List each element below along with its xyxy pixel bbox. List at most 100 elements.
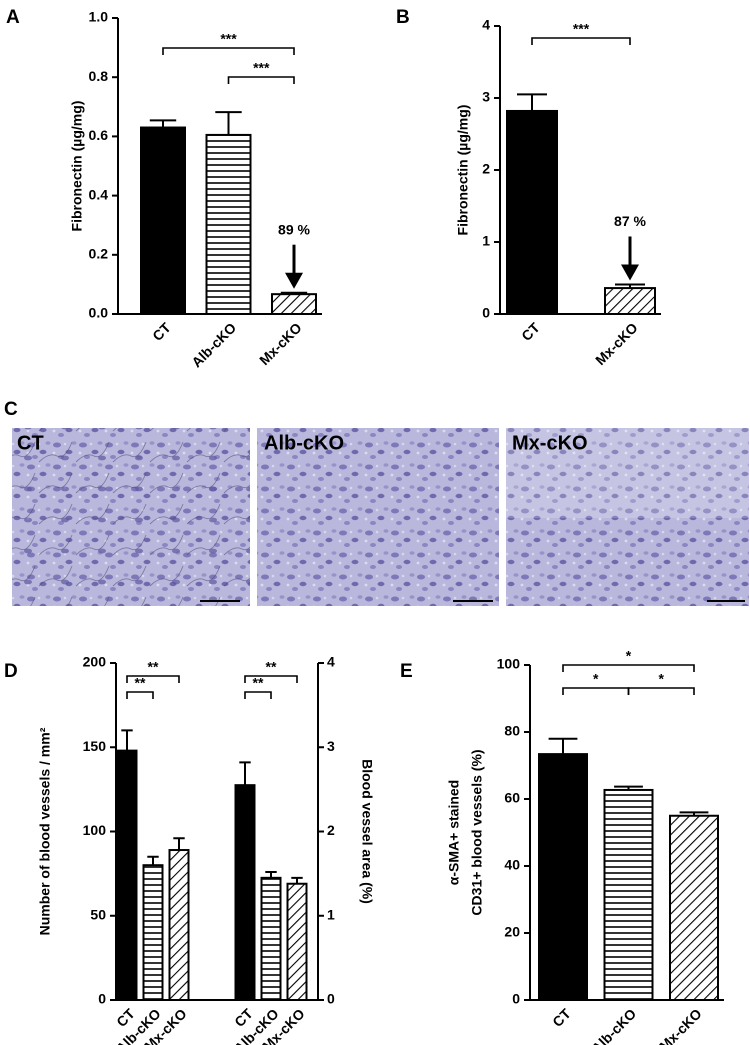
x-tick-label: Alb-cKO	[188, 319, 239, 370]
x-tick-label: Alb-cKO	[588, 1005, 639, 1045]
panel-label: C	[4, 399, 18, 420]
panel-label: D	[4, 661, 18, 682]
y-tick-label: 200	[83, 654, 107, 670]
micrograph-texture	[506, 428, 749, 518]
y-tick-label: 1	[482, 233, 490, 249]
x-tick-label: CT	[549, 1005, 574, 1030]
bar	[168, 849, 190, 1001]
significance-bracket	[244, 691, 272, 699]
y-tick-label: 0.6	[89, 127, 109, 143]
y-axis-label: α-SMA+ stained	[446, 780, 462, 885]
y-tick-label: 80	[504, 723, 520, 739]
y-axis-label: Number of blood vessels / mm²	[37, 727, 53, 935]
significance-label: **	[148, 659, 159, 675]
bar	[142, 864, 164, 1002]
y-tick-label: 0	[512, 991, 520, 1007]
error-bar	[265, 870, 277, 878]
arrow-head	[621, 264, 639, 281]
y-tick-label: 100	[497, 656, 521, 672]
significance-label: *	[659, 671, 665, 687]
y-tick-label: 50	[90, 906, 106, 922]
significance-bracket	[244, 675, 298, 683]
bar	[603, 788, 654, 1002]
y-tick-label: 1.0	[89, 9, 109, 25]
micrograph-label: Alb-cKO	[264, 432, 344, 454]
x-tick-label: CT	[518, 319, 543, 344]
error-bar	[149, 119, 177, 128]
y-tick-label: 0.8	[89, 68, 109, 84]
significance-label: **	[135, 675, 146, 691]
y-axis-label: CD31+ blood vessels (%)	[469, 749, 485, 915]
panel-label: B	[396, 7, 410, 28]
y-tick-label: 0	[98, 991, 106, 1007]
panel-label: E	[400, 661, 413, 682]
significance-bracket	[531, 37, 631, 45]
y-tick-label: 0.4	[89, 186, 109, 202]
y-tick-label: 0	[482, 305, 490, 321]
significance-bracket	[126, 675, 180, 683]
y-tick-label: 0.2	[89, 246, 109, 262]
error-bar	[614, 785, 643, 790]
significance-label: *	[626, 648, 632, 664]
micrograph-label: Mx-cKO	[512, 432, 588, 454]
error-bar	[147, 855, 159, 866]
error-bar	[280, 291, 308, 295]
y-tick-label: 4	[482, 17, 490, 33]
arrow-head	[285, 272, 303, 289]
bar	[140, 126, 186, 315]
y-tick-label: 100	[83, 822, 107, 838]
significance-label: **	[253, 675, 264, 691]
annotation: 87 %	[614, 213, 646, 229]
significance-bracket	[126, 691, 154, 699]
x-tick-label: Mx-cKO	[256, 319, 305, 368]
bar	[506, 109, 558, 315]
bar	[116, 749, 138, 1001]
y-tick-label: 2	[482, 161, 490, 177]
significance-label: **	[266, 659, 277, 675]
significance-label: ***	[573, 21, 590, 37]
error-bar	[121, 729, 133, 751]
x-tick-label: CT	[149, 319, 174, 344]
y-tick-label: 4	[327, 654, 335, 670]
micrograph	[506, 428, 749, 606]
panel-label: A	[6, 7, 20, 28]
bar	[604, 287, 656, 315]
error-bar	[291, 876, 303, 884]
y-tick-label: 60	[504, 790, 520, 806]
bar	[286, 882, 308, 1001]
micrograph-label: CT	[17, 432, 44, 454]
micrograph-panel: C CT Alb-cKO Mx-cKO	[4, 399, 749, 606]
y-tick-label: 3	[482, 89, 490, 105]
bar	[538, 753, 588, 1001]
significance-bracket	[562, 687, 630, 695]
annotation: 89 %	[278, 221, 310, 237]
bar	[234, 784, 256, 1001]
significance-label: ***	[220, 31, 237, 47]
error-bar	[517, 93, 547, 111]
significance-bracket	[162, 47, 295, 55]
error-bar	[215, 111, 242, 135]
y-tick-label: 20	[504, 924, 520, 940]
bar	[260, 876, 282, 1002]
y-tick-label: 40	[504, 857, 520, 873]
error-bar	[548, 737, 578, 755]
error-bar	[615, 283, 645, 289]
error-bar	[679, 811, 709, 816]
bar	[271, 293, 317, 315]
y-axis-label: Fibronectin (µg/mg)	[455, 105, 471, 236]
bar	[669, 814, 719, 1001]
y2-axis-label: Blood vessel area (%)	[359, 759, 375, 904]
y-tick-label: 0.0	[89, 305, 109, 321]
micrograph	[257, 428, 499, 606]
x-tick-label: Mx-cKO	[592, 319, 641, 368]
error-bar	[239, 761, 251, 786]
significance-bracket	[227, 76, 295, 84]
y-tick-label: 2	[327, 822, 335, 838]
significance-label: ***	[253, 60, 270, 76]
y-tick-label: 3	[327, 738, 335, 754]
error-bar	[173, 837, 185, 851]
y-axis-label: Fibronectin (µg/mg)	[69, 101, 85, 232]
bar	[205, 133, 252, 315]
